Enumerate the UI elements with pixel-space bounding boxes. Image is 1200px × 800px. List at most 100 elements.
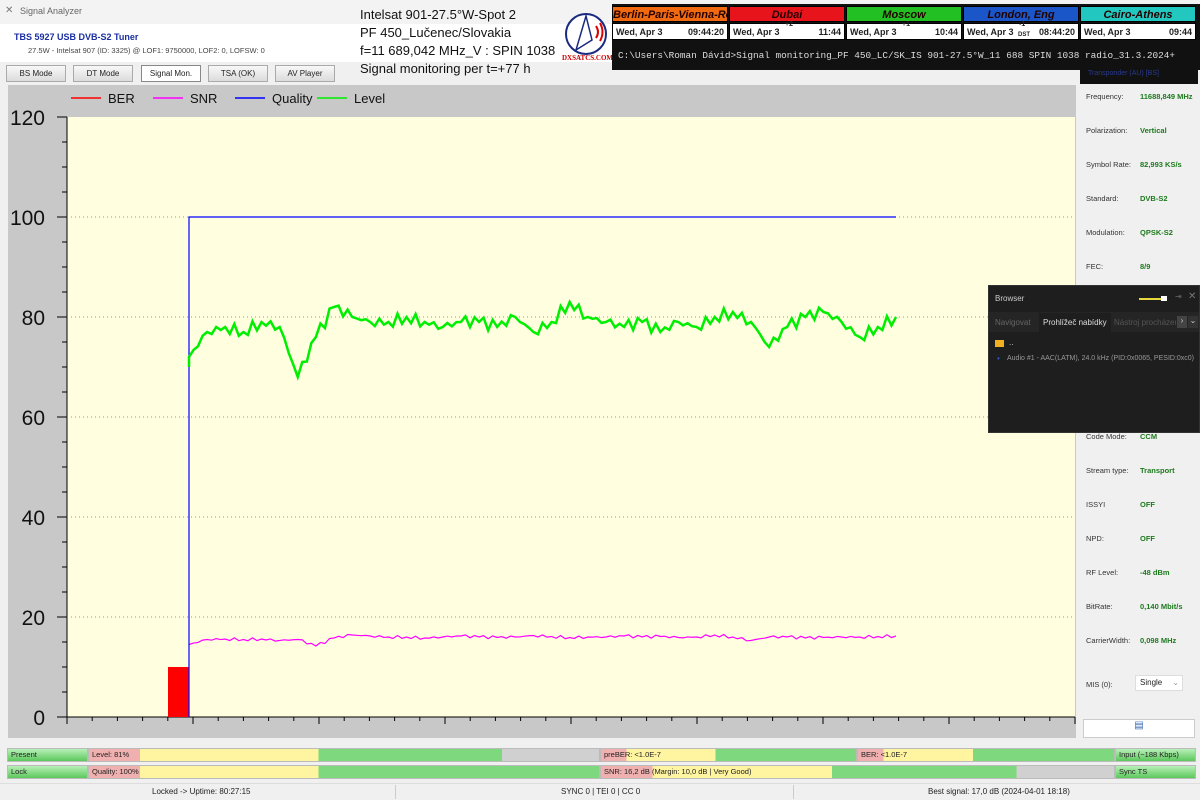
prop-value: DVB-S2	[1140, 194, 1168, 203]
mis-select[interactable]: Single ⌄	[1135, 675, 1183, 691]
mis-label: MIS (0):	[1086, 680, 1113, 689]
tab-prohlizec-nabidky[interactable]: Prohlížeč nabídky	[1039, 313, 1111, 332]
tab-signal-mon[interactable]: Signal Mon.	[141, 65, 201, 82]
clock-date: Wed, Apr 3	[616, 27, 663, 37]
ber-bar	[168, 667, 189, 717]
overlay-line: Signal monitoring per t=+77 h	[360, 61, 531, 76]
legend-label-ber: BER	[108, 91, 135, 106]
prop-label: Symbol Rate:	[1086, 160, 1132, 169]
clock-city: London, Eng	[963, 6, 1079, 22]
tab-bs-mode[interactable]: BS Mode	[6, 65, 66, 82]
overlay-line: f=11 689,042 MHz_V : SPIN 1038	[360, 43, 556, 58]
clock-city: Berlin-Paris-Vienna-Roma	[612, 6, 748, 22]
clock-date: Wed, Apr 3	[967, 27, 1014, 37]
audio-item[interactable]: Audio #1 - AAC(LATM), 24.0 kHz (PID:0x00…	[1007, 355, 1195, 362]
tab-tsa[interactable]: TSA (OK)	[208, 65, 268, 82]
snr-bar: SNR: 16,2 dB (Margin: 10,0 dB | Very Goo…	[600, 765, 1115, 779]
y-tick-label: 0	[33, 707, 45, 730]
best-signal-status: Best signal: 17,0 dB (2024-04-01 18:18)	[928, 787, 1070, 796]
tab-nastroj[interactable]: Nástroj procházení	[1114, 318, 1176, 327]
prop-value: Transport	[1140, 466, 1175, 475]
clock-offset: -1	[1019, 21, 1026, 28]
signal-chart: 0 20 40 60 80 100 120 BER SNR Quality Level	[8, 85, 1076, 738]
prop-value: OFF	[1140, 500, 1155, 509]
window-title: Signal Analyzer	[20, 6, 83, 16]
y-tick-label: 40	[22, 507, 45, 530]
clock-time: 11:44	[818, 27, 841, 37]
quality-bar: Quality: 100%	[88, 765, 600, 779]
prop-label: Code Mode:	[1086, 432, 1127, 441]
clock-date: Wed, Apr 3	[733, 27, 780, 37]
clock-time: 09:44:20	[687, 27, 724, 37]
clock-time-cell: Wed, Apr 3 +1 10:44	[846, 21, 962, 40]
header: TBS 5927 USB DVB-S2 Tuner 27.5W - Intels…	[0, 24, 612, 62]
app-icon: ✕	[5, 5, 14, 16]
clock-time-cell: Wed, Apr 3 -1 DST 08:44:20	[963, 21, 1079, 40]
prop-label: NPD:	[1086, 534, 1104, 543]
opacity-slider[interactable]	[1139, 298, 1164, 300]
present-indicator: Present	[7, 748, 88, 762]
clock-time-cell: Wed, Apr 3 +2 11:44	[729, 21, 845, 40]
clock-city: Dubai	[729, 6, 845, 22]
clock-date: Wed, Apr 3	[1084, 27, 1131, 37]
prop-label: FEC:	[1086, 262, 1104, 271]
folder-up[interactable]: ..	[1009, 338, 1014, 347]
prop-value: 8/9	[1140, 262, 1151, 271]
legend-label-level: Level	[354, 91, 385, 106]
clock-city: Cairo-Athens	[1080, 6, 1196, 22]
transponder-heading: Transponder (AU) [BS]	[1088, 70, 1159, 77]
prop-label: Frequency:	[1086, 92, 1124, 101]
y-tick-label: 100	[10, 207, 45, 230]
chevron-down-icon[interactable]: ⌄	[1188, 316, 1198, 328]
prop-label: ISSYI	[1086, 500, 1106, 509]
browser-title: Browser	[995, 294, 1025, 303]
ber-bar: BER: <1.0E-7	[857, 748, 1115, 762]
window-icon: ▤	[1134, 720, 1144, 731]
y-tick-label: 60	[22, 407, 45, 430]
sync-indicator: Sync TS	[1115, 765, 1196, 779]
tab-dt-mode[interactable]: DT Mode	[73, 65, 133, 82]
clock-city: Moscow	[846, 6, 962, 22]
tuner-details: 27.5W - Intelsat 907 (ID: 3325) @ LOF1: …	[28, 46, 265, 55]
legend-label-snr: SNR	[190, 91, 217, 106]
clock-dst: DST	[1018, 32, 1030, 38]
level-bar: Level: 81%	[88, 748, 600, 762]
tab-av-player[interactable]: AV Player	[275, 65, 335, 82]
chevron-right-icon[interactable]: ›	[1177, 316, 1187, 328]
y-tick-label: 20	[22, 607, 45, 630]
prop-label: Polarization:	[1086, 126, 1128, 135]
console-line: C:\Users\Roman Dávid>Signal monitoring_P…	[618, 50, 1175, 61]
prop-value: 11688,849 MHz	[1140, 92, 1193, 101]
preber-bar: preBER: <1.0E-7	[600, 748, 857, 762]
prop-value: Vertical	[1140, 126, 1167, 135]
clock-time: 08:44:20	[1038, 27, 1075, 37]
status-bar	[0, 783, 1200, 800]
prop-label: RF Level:	[1086, 568, 1119, 577]
clock-offset: +2	[785, 21, 793, 28]
chart-svg: 0 20 40 60 80 100 120 BER SNR Quality Level	[10, 91, 1076, 730]
browser-panel: Browser ⇥ ✕ Navigovat Prohlížeč nabídky …	[988, 285, 1200, 433]
clock-time-cell: Wed, Apr 3 09:44:20	[612, 23, 728, 40]
clock-time: 09:44	[1168, 27, 1192, 37]
y-tick-label: 80	[22, 307, 45, 330]
prop-value: 82,993 KS/s	[1140, 160, 1182, 169]
prop-label: BitRate:	[1086, 602, 1113, 611]
pin-icon[interactable]: ⇥	[1175, 292, 1182, 301]
folder-icon	[995, 340, 1004, 347]
prop-value: 0,140 Mbit/s	[1140, 602, 1183, 611]
slider-handle[interactable]	[1161, 296, 1167, 301]
sync-status: SYNC 0 | TEI 0 | CC 0	[561, 787, 641, 796]
prop-label: CarrierWidth:	[1086, 636, 1131, 645]
tab-navigovat[interactable]: Navigovat	[995, 318, 1031, 327]
close-icon[interactable]: ✕	[1188, 291, 1197, 302]
prop-label: Modulation:	[1086, 228, 1125, 237]
prop-value: -48 dBm	[1140, 568, 1170, 577]
overlay-line: Intelsat 901-27.5°W-Spot 2	[360, 7, 516, 22]
panel-toggle-button[interactable]: ▤	[1083, 719, 1195, 738]
prop-value: QPSK-S2	[1140, 228, 1173, 237]
chevron-down-icon: ⌄	[1172, 678, 1179, 687]
tuner-name: TBS 5927 USB DVB-S2 Tuner	[14, 32, 139, 42]
clock-date: Wed, Apr 3	[850, 27, 897, 37]
dxsatcs-logo: DXSATCS.COM	[560, 10, 613, 65]
clock-offset: +1	[902, 21, 910, 28]
